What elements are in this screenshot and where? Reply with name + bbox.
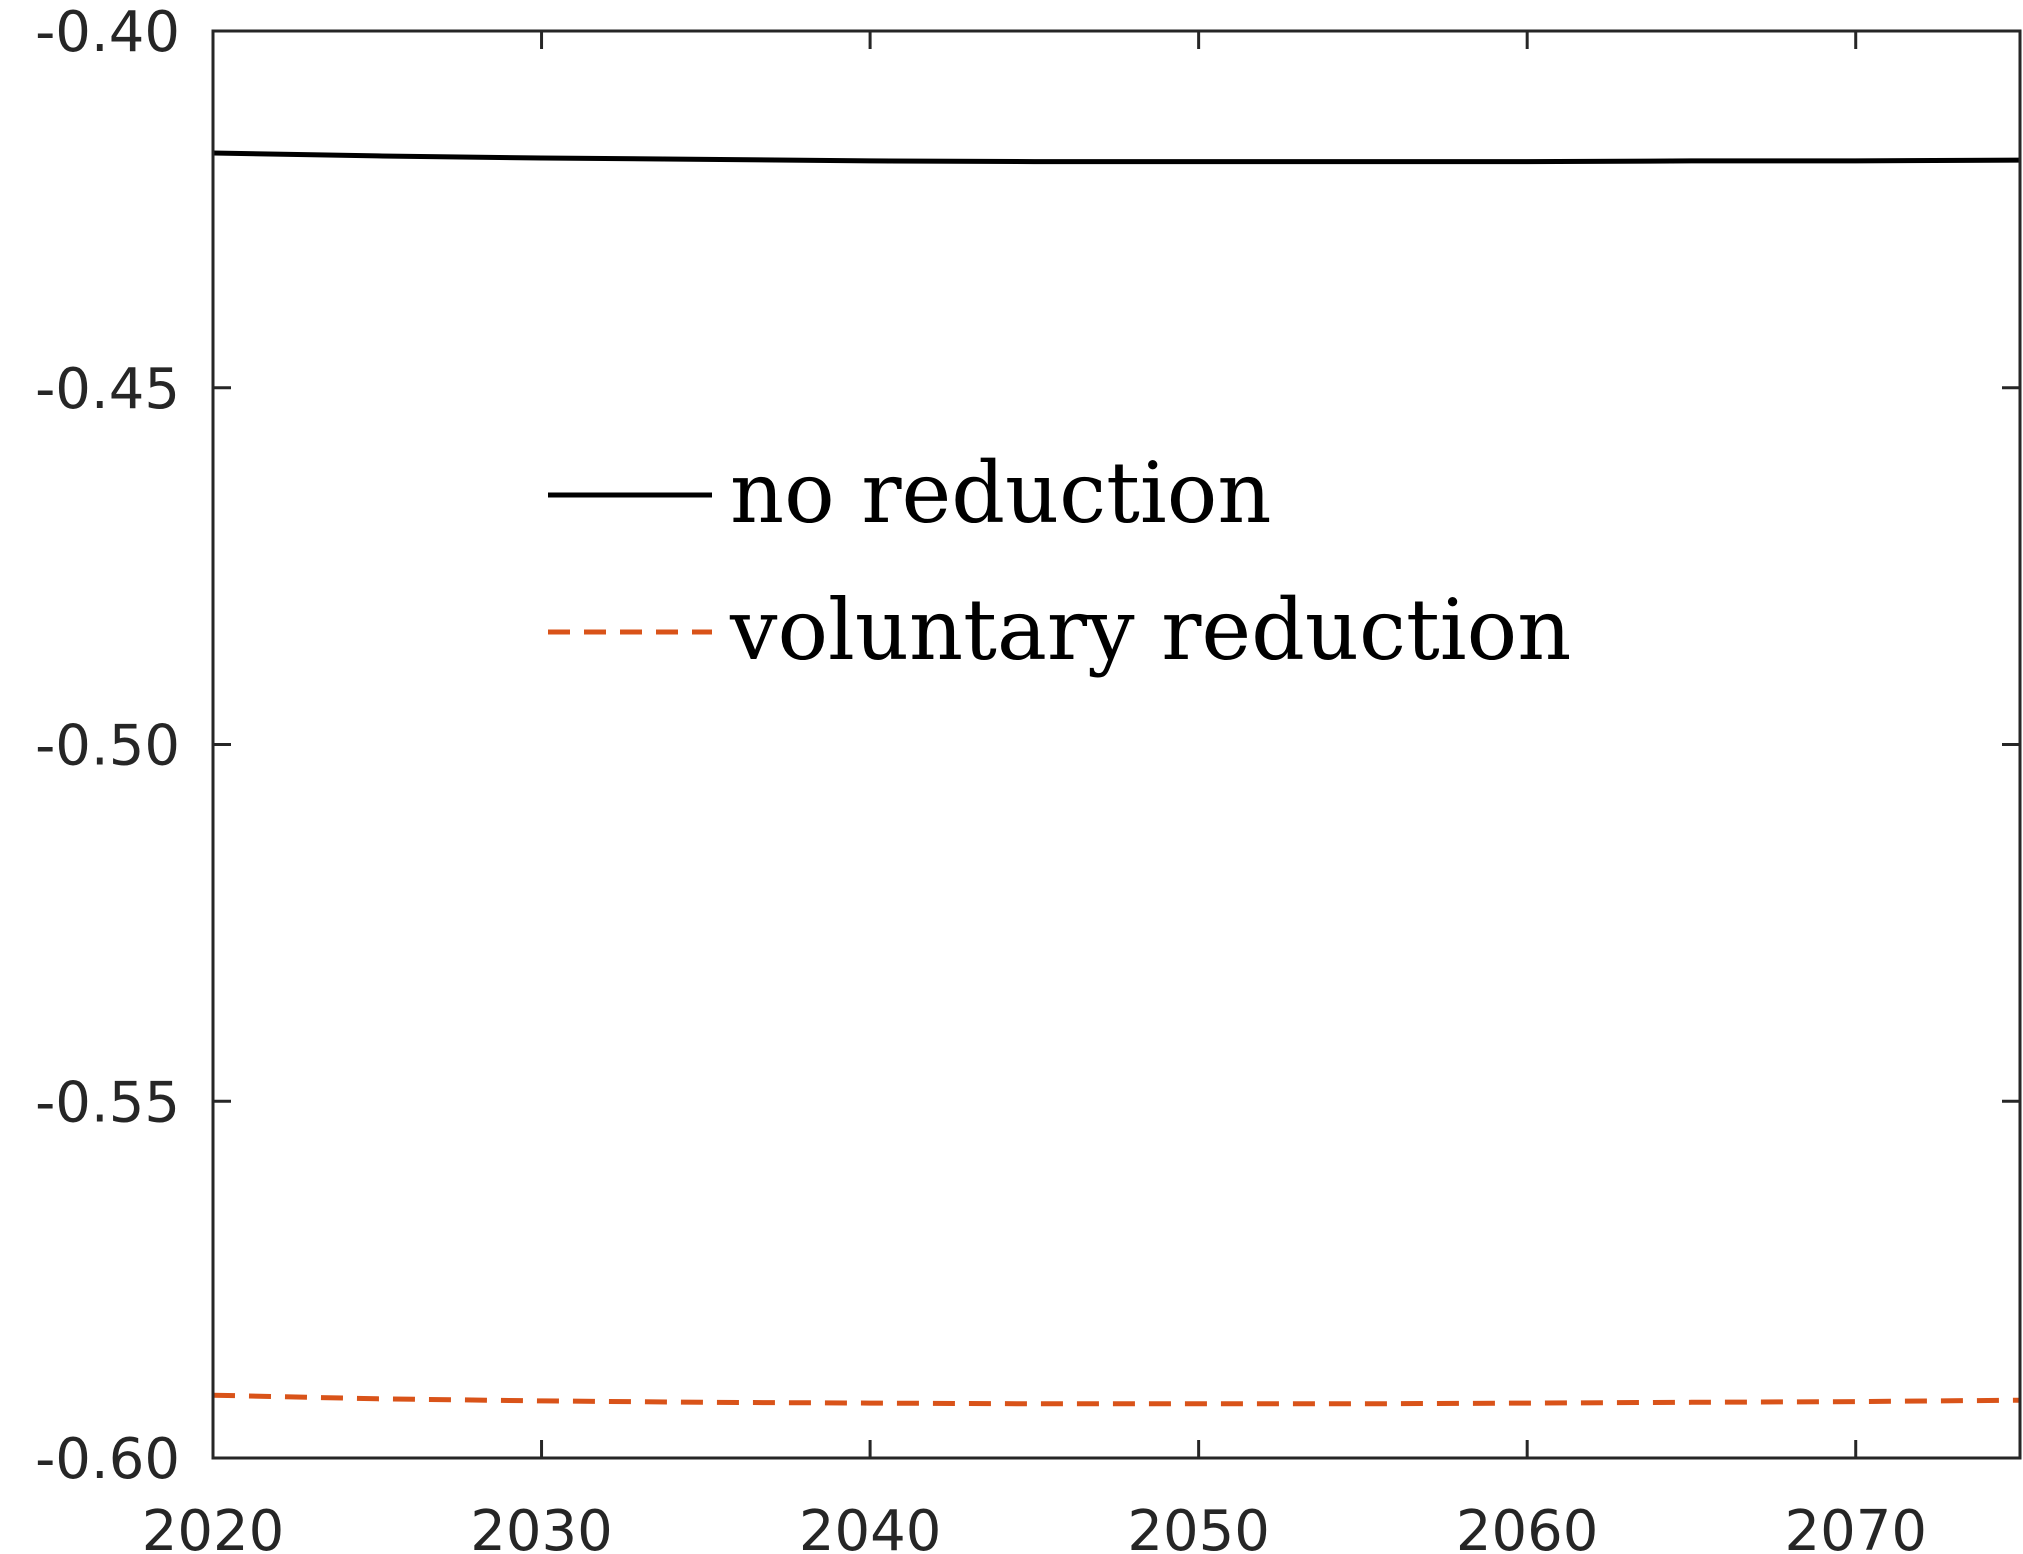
x-tick-label: 2030 [470, 1499, 613, 1554]
ticks-layer: 2020 2030 2040 2050 2060 2070 -0.40 -0.45 -0.50 -… [35, 0, 2020, 1554]
x-tick-label: 2050 [1127, 1499, 1270, 1554]
legend-label: no reduction [730, 444, 1271, 542]
x-tick-label: 2040 [799, 1499, 942, 1554]
series-line-voluntary-reduction [212, 1392, 2021, 1407]
y-tick-label: -0.60 [35, 1427, 180, 1492]
y-tick-label: -0.50 [35, 714, 180, 779]
x-tick-label: 2020 [142, 1499, 285, 1554]
y-tick-label: -0.45 [35, 357, 180, 422]
series-layer [212, 150, 2021, 1407]
plot-frame [211, 29, 2022, 1460]
legend-label: voluntary reduction [729, 581, 1571, 679]
y-tick-label: -0.40 [35, 0, 180, 65]
series-line-no-reduction [212, 150, 2021, 165]
legend: no reduction voluntary reduction [548, 444, 1571, 679]
y-tick-label: -0.55 [35, 1070, 180, 1135]
x-tick-label: 2060 [1456, 1499, 1599, 1554]
x-tick-label: 2070 [1784, 1499, 1927, 1554]
